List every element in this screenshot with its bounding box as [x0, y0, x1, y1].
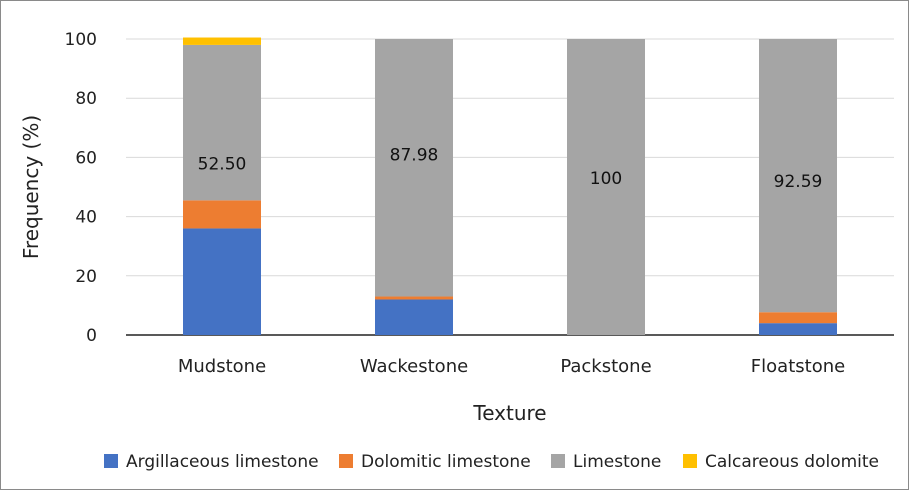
x-tick-label: Wackestone [360, 356, 468, 377]
bar-segment [567, 39, 645, 335]
legend-swatch [104, 454, 118, 468]
y-tick-labels: 0 20 40 60 80 100 [65, 30, 97, 346]
data-label: 52.50 [198, 154, 247, 174]
y-tick-label: 20 [75, 267, 97, 287]
x-tick-label: Mudstone [178, 356, 266, 377]
y-tick-label: 100 [65, 30, 97, 50]
data-label: 92.59 [774, 172, 823, 192]
legend-label: Limestone [573, 452, 661, 472]
legend-label: Calcareous dolomite [705, 452, 879, 472]
bar-segment [183, 200, 261, 229]
y-tick-label: 60 [75, 148, 97, 168]
legend-swatch [339, 454, 353, 468]
bar-segment [759, 323, 837, 335]
bar-segment [375, 39, 453, 297]
bars [183, 37, 837, 335]
bar-segment [375, 296, 453, 300]
bar-segment [375, 299, 453, 335]
x-axis-title: Texture [472, 401, 546, 425]
bar-segment [759, 39, 837, 313]
data-label: 100 [590, 169, 622, 189]
legend: Argillaceous limestone Dolomitic limeston… [104, 452, 879, 472]
bar-segment [183, 44, 261, 201]
y-axis-title: Frequency (%) [19, 115, 43, 259]
data-label: 87.98 [390, 145, 439, 165]
y-tick-label: 0 [86, 326, 97, 346]
x-tick-label: Packstone [560, 356, 651, 377]
legend-swatch [683, 454, 697, 468]
legend-label: Argillaceous limestone [126, 452, 319, 472]
y-tick-label: 80 [75, 89, 97, 109]
x-tick-label: Floatstone [751, 356, 845, 377]
bar-segment [183, 228, 261, 335]
legend-label: Dolomitic limestone [361, 452, 531, 472]
bar-segment [183, 37, 261, 45]
data-labels: 52.50 87.98 100 92.59 [198, 145, 823, 192]
legend-swatch [551, 454, 565, 468]
x-tick-labels: Mudstone Wackestone Packstone Floatstone [178, 356, 845, 377]
y-tick-label: 40 [75, 208, 97, 228]
bar-segment [759, 312, 837, 324]
